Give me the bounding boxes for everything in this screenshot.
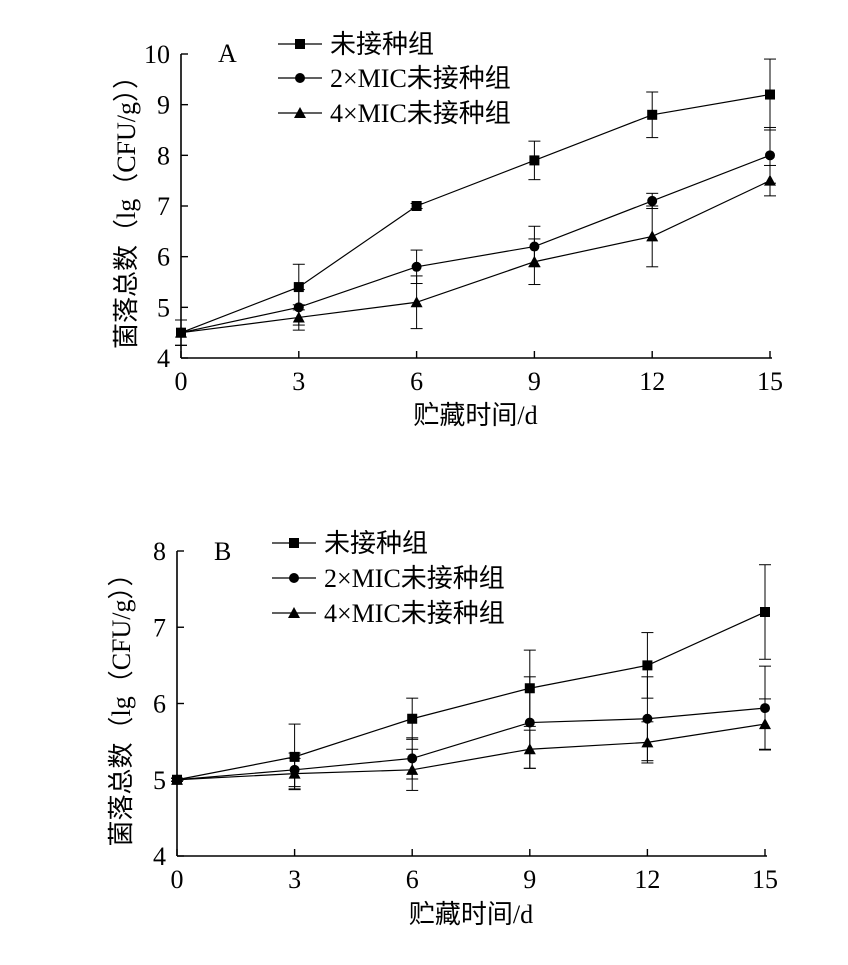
y-tick-label: 6 bbox=[153, 690, 166, 719]
data-point bbox=[764, 174, 776, 186]
y-tick-label: 5 bbox=[157, 293, 170, 322]
y-tick-label: 8 bbox=[153, 537, 166, 566]
legend-marker bbox=[295, 39, 305, 49]
data-point bbox=[641, 736, 654, 748]
x-tick-label: 9 bbox=[523, 865, 536, 894]
data-point bbox=[765, 89, 775, 100]
series-square bbox=[175, 58, 776, 346]
legend-entry: 4×MIC未接种组 bbox=[278, 99, 511, 128]
series-line bbox=[180, 180, 771, 334]
data-point bbox=[642, 660, 653, 671]
data-point bbox=[292, 311, 305, 323]
y-tick-label: 7 bbox=[157, 192, 170, 221]
data-point bbox=[642, 713, 653, 724]
data-point bbox=[288, 767, 301, 779]
x-tick-label: 6 bbox=[406, 865, 419, 894]
x-tick-label: 15 bbox=[752, 865, 778, 894]
data-point bbox=[647, 195, 658, 206]
legend-label: 2×MIC未接种组 bbox=[330, 64, 511, 93]
y-tick-label: 8 bbox=[157, 141, 170, 170]
data-point bbox=[411, 201, 422, 211]
series-circle bbox=[175, 126, 776, 346]
x-tick-label: 0 bbox=[175, 367, 188, 396]
series-line bbox=[176, 723, 766, 781]
data-point bbox=[647, 109, 658, 120]
legend-marker bbox=[289, 538, 299, 548]
legend-entry: 2×MIC未接种组 bbox=[278, 64, 511, 93]
y-tick-label: 9 bbox=[157, 91, 170, 120]
y-axis-title: 菌落总数（lg（CFU/g）） bbox=[112, 63, 141, 349]
series-circle bbox=[171, 665, 771, 788]
x-axis-title: 贮藏时间/d bbox=[409, 900, 533, 929]
x-axis-title: 贮藏时间/d bbox=[413, 401, 537, 430]
data-point bbox=[175, 326, 187, 338]
data-point bbox=[523, 743, 536, 755]
x-tick-label: 3 bbox=[292, 367, 305, 396]
x-tick-label: 6 bbox=[410, 367, 423, 396]
series-line bbox=[176, 707, 766, 781]
data-point bbox=[171, 773, 183, 785]
y-tick-label: 7 bbox=[153, 613, 166, 642]
data-point bbox=[765, 150, 775, 161]
legend-entry: 未接种组 bbox=[272, 529, 428, 558]
data-point bbox=[407, 713, 418, 724]
x-tick-label: 12 bbox=[634, 865, 660, 894]
panel-label: B bbox=[214, 537, 231, 566]
series-triangle bbox=[175, 164, 776, 346]
legend-label: 未接种组 bbox=[330, 30, 434, 59]
series-triangle bbox=[171, 698, 771, 791]
y-axis-title: 菌落总数（lg（CFU/g）） bbox=[107, 560, 136, 846]
series-line bbox=[180, 154, 771, 334]
data-point bbox=[759, 718, 771, 730]
data-point bbox=[646, 230, 659, 242]
data-point bbox=[406, 763, 419, 775]
legend-marker bbox=[289, 573, 299, 583]
y-tick-label: 6 bbox=[157, 243, 170, 272]
data-point bbox=[524, 717, 535, 728]
data-point bbox=[411, 261, 422, 272]
y-tick-label: 5 bbox=[153, 766, 166, 795]
x-tick-label: 12 bbox=[639, 367, 665, 396]
series-line bbox=[180, 93, 771, 334]
x-tick-label: 9 bbox=[528, 367, 541, 396]
legend-label: 4×MIC未接种组 bbox=[324, 599, 505, 628]
legend-label: 2×MIC未接种组 bbox=[324, 564, 505, 593]
x-tick-label: 3 bbox=[288, 865, 301, 894]
y-tick-label: 4 bbox=[153, 842, 166, 871]
legend-entry: 2×MIC未接种组 bbox=[272, 564, 505, 593]
legend-entry: 4×MIC未接种组 bbox=[272, 599, 505, 628]
chart-panel-a: 0 3 6 9 12 15 4 5 6 7 8 9 10 贮藏时间/d 菌落总数（lg（CFU/g）） A 未接… bbox=[112, 30, 783, 430]
data-point bbox=[528, 255, 541, 267]
series-line bbox=[176, 611, 766, 781]
legend-marker bbox=[294, 107, 306, 118]
x-tick-label: 0 bbox=[171, 865, 184, 894]
x-tick-label: 15 bbox=[757, 367, 783, 396]
y-tick-label: 10 bbox=[144, 40, 170, 69]
y-tick-label: 4 bbox=[157, 344, 170, 373]
data-point bbox=[529, 155, 540, 166]
legend-marker bbox=[288, 607, 300, 618]
legend-entry: 未接种组 bbox=[278, 30, 434, 59]
data-point bbox=[760, 607, 770, 617]
data-point bbox=[293, 282, 304, 293]
legend-label: 4×MIC未接种组 bbox=[330, 99, 511, 128]
chart-panel-b: 0 3 6 9 12 15 4 5 6 7 8 贮藏时间/d 菌落总数（lg（CFU/g）） B 未接种组 2… bbox=[107, 529, 778, 929]
legend-marker bbox=[295, 73, 305, 83]
legend-label: 未接种组 bbox=[324, 529, 428, 558]
panel-label: A bbox=[218, 39, 237, 68]
data-point bbox=[410, 296, 423, 308]
